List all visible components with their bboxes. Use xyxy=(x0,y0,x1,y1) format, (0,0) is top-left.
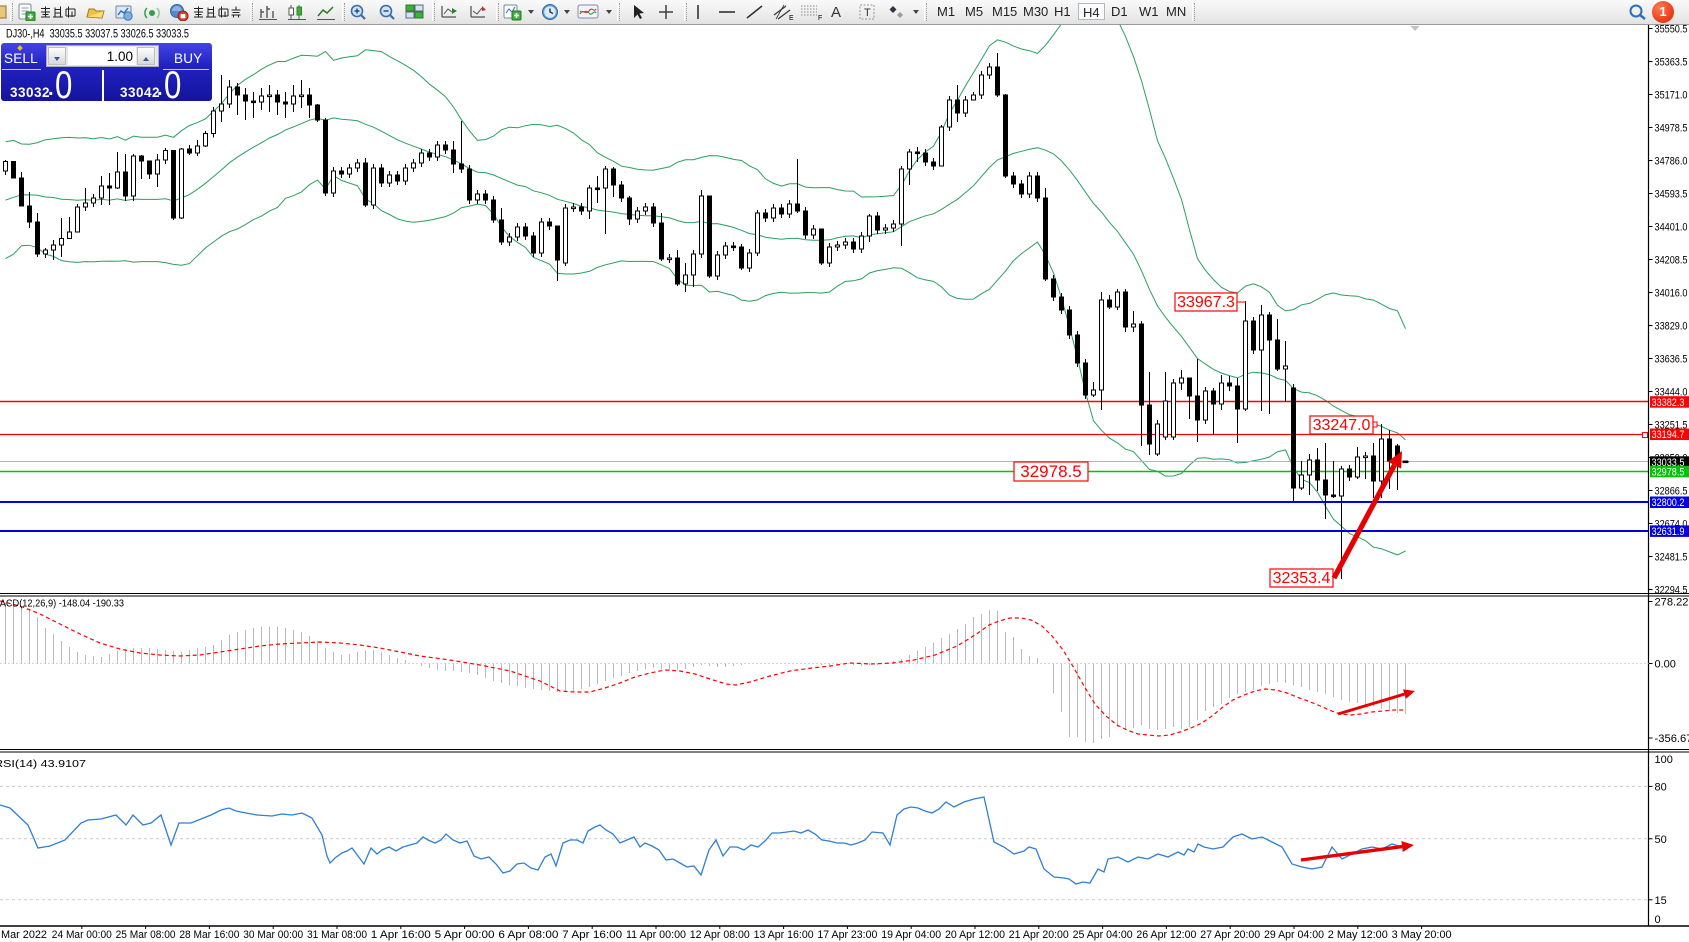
svg-text:100: 100 xyxy=(1655,754,1673,766)
svg-text:32978.5: 32978.5 xyxy=(1020,462,1081,481)
svg-text:34786.0: 34786.0 xyxy=(1655,156,1688,168)
svg-text:32631.9: 32631.9 xyxy=(1652,526,1685,538)
svg-text:19 Apr 04:00: 19 Apr 04:00 xyxy=(881,929,941,941)
svg-text:5 Apr 00:00: 5 Apr 00:00 xyxy=(435,929,495,941)
svg-text:17 Apr 23:00: 17 Apr 23:00 xyxy=(817,929,877,941)
svg-text:7 Apr 16:00: 7 Apr 16:00 xyxy=(562,929,622,941)
svg-text:28 Mar 16:00: 28 Mar 16:00 xyxy=(179,929,239,941)
svg-text:34978.5: 34978.5 xyxy=(1655,123,1688,135)
svg-text:33829.0: 33829.0 xyxy=(1655,321,1688,333)
svg-text:34208.5: 34208.5 xyxy=(1655,255,1688,267)
svg-text:35363.5: 35363.5 xyxy=(1655,57,1688,69)
svg-text:Mar 2022: Mar 2022 xyxy=(1,929,47,941)
svg-text:24 Mar 00:00: 24 Mar 00:00 xyxy=(52,929,112,941)
svg-text:-356.67: -356.67 xyxy=(1655,733,1689,745)
svg-text:25 Mar 08:00: 25 Mar 08:00 xyxy=(116,929,176,941)
svg-text:32481.5: 32481.5 xyxy=(1655,552,1688,564)
svg-text:T: T xyxy=(864,7,871,19)
svg-text:33247.0: 33247.0 xyxy=(1313,417,1371,434)
svg-text:11 Apr 00:00: 11 Apr 00:00 xyxy=(626,929,686,941)
svg-text:33967.3: 33967.3 xyxy=(1177,294,1235,311)
svg-text:35171.0: 35171.0 xyxy=(1655,90,1688,102)
svg-text:33194.7: 33194.7 xyxy=(1652,429,1685,441)
svg-text:33636.5: 33636.5 xyxy=(1655,354,1688,366)
svg-text:E: E xyxy=(789,15,794,21)
svg-text:0.00: 0.00 xyxy=(1655,659,1676,671)
svg-text:13 Apr 16:00: 13 Apr 16:00 xyxy=(754,929,814,941)
svg-text:15: 15 xyxy=(1655,895,1667,907)
svg-text:34016.0: 34016.0 xyxy=(1655,288,1688,300)
svg-text:F: F xyxy=(818,15,822,21)
svg-text:32978.5: 32978.5 xyxy=(1652,467,1685,479)
svg-text:32866.5: 32866.5 xyxy=(1655,486,1688,498)
svg-text:0: 0 xyxy=(1655,914,1661,926)
svg-text:278.22: 278.22 xyxy=(1655,597,1689,609)
svg-text:80: 80 xyxy=(1655,781,1667,793)
svg-text:27 Apr 20:00: 27 Apr 20:00 xyxy=(1200,929,1260,941)
svg-text:6 Apr 08:00: 6 Apr 08:00 xyxy=(498,929,558,941)
svg-text:33382.3: 33382.3 xyxy=(1652,397,1685,409)
svg-text:25 Apr 04:00: 25 Apr 04:00 xyxy=(1073,929,1133,941)
svg-text:50: 50 xyxy=(1655,834,1667,846)
svg-text:34401.0: 34401.0 xyxy=(1655,222,1688,234)
svg-text:26 Apr 12:00: 26 Apr 12:00 xyxy=(1136,929,1196,941)
svg-text:34593.5: 34593.5 xyxy=(1655,189,1688,201)
svg-text:MACD(12,26,9) -148.04 -190.33: MACD(12,26,9) -148.04 -190.33 xyxy=(0,598,124,610)
svg-text:RSI(14) 43.9107: RSI(14) 43.9107 xyxy=(0,758,86,770)
svg-text:20 Apr 12:00: 20 Apr 12:00 xyxy=(945,929,1005,941)
svg-text:32800.2: 32800.2 xyxy=(1652,497,1685,509)
svg-text:29 Apr 04:00: 29 Apr 04:00 xyxy=(1264,929,1324,941)
svg-text:32353.4: 32353.4 xyxy=(1273,570,1331,587)
svg-text:12 Apr 08:00: 12 Apr 08:00 xyxy=(690,929,750,941)
svg-text:31 Mar 08:00: 31 Mar 08:00 xyxy=(307,929,367,941)
svg-text:32294.5: 32294.5 xyxy=(1655,585,1688,597)
svg-text:35550.5: 35550.5 xyxy=(1655,24,1688,36)
svg-text:30 Mar 00:00: 30 Mar 00:00 xyxy=(243,929,303,941)
svg-text:1 Apr 16:00: 1 Apr 16:00 xyxy=(371,929,431,941)
svg-text:33444.0: 33444.0 xyxy=(1655,387,1688,399)
svg-text:21 Apr 20:00: 21 Apr 20:00 xyxy=(1009,929,1069,941)
svg-text:2 May 12:00: 2 May 12:00 xyxy=(1328,929,1388,941)
svg-text:3 May 20:00: 3 May 20:00 xyxy=(1392,929,1452,941)
svg-text:DJ30-,H4 33035.5 33037.5 3302: DJ30-,H4 33035.5 33037.5 33026.5 33033.5 xyxy=(6,29,189,41)
